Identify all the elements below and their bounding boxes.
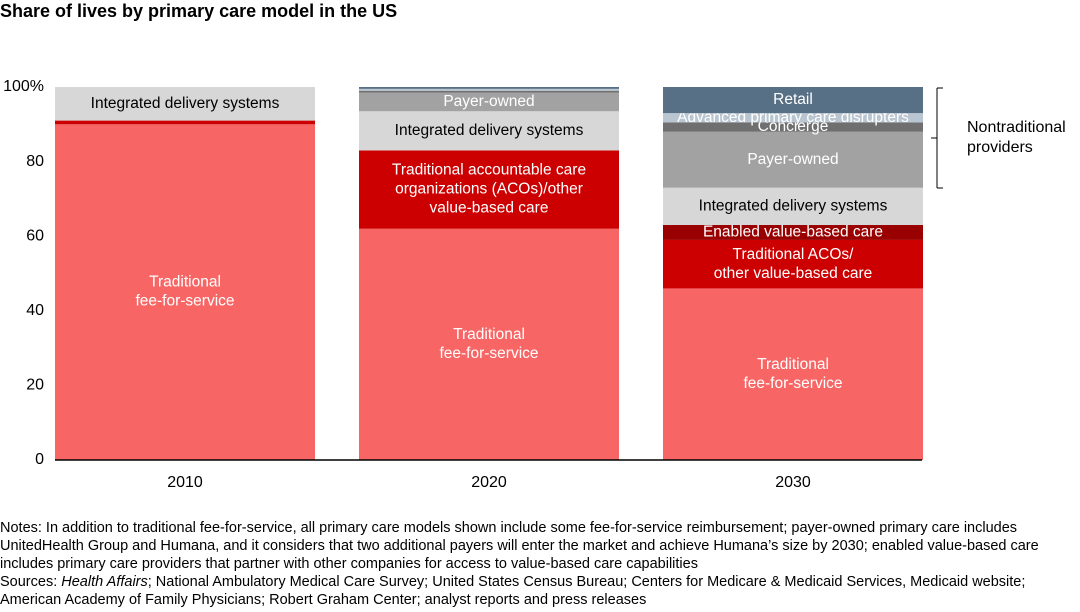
segment-label: Payer-owned [443, 93, 534, 110]
segment-label: Concierge [758, 118, 829, 135]
segment-label: value-based care [430, 200, 549, 217]
notes-text: Notes: In addition to traditional fee-fo… [0, 520, 1039, 572]
bar-segment [663, 131, 923, 188]
segment-label: fee-for-service [743, 375, 842, 392]
chart: Share of lives by primary care model in … [0, 1, 1066, 491]
segment-label: Traditional accountable care [392, 162, 586, 179]
x-tick-label: 2030 [775, 474, 811, 491]
y-tick-label: 60 [26, 227, 44, 244]
y-tick-label: 0 [35, 451, 44, 468]
sources-part: Sources: [0, 574, 62, 590]
segment-label: Advanced primary care disrupters [677, 109, 909, 126]
bar-segment [663, 225, 923, 240]
segment-label: Traditional [149, 274, 221, 291]
chart-title: Share of lives by primary care model in … [0, 1, 397, 21]
bar-segment [359, 87, 619, 89]
bar-segment [55, 87, 315, 121]
segment-label: Integrated delivery systems [91, 95, 280, 112]
bracket-label: Nontraditional [967, 119, 1066, 136]
y-tick-label: 100% [3, 78, 44, 95]
segment-label: Enabled value-based care [703, 224, 883, 241]
bar-segment [55, 120, 315, 125]
y-tick-label: 20 [26, 377, 44, 394]
segment-label: fee-for-service [439, 345, 538, 362]
bar-segment [359, 228, 619, 460]
segment-label: Traditional [453, 326, 525, 343]
y-tick-label: 40 [26, 302, 44, 319]
bar-segment [359, 88, 619, 91]
bar-segment [663, 288, 923, 460]
bar-segment [359, 111, 619, 151]
bar-segment [663, 87, 923, 114]
bar-segment [663, 187, 923, 226]
bar-segment [359, 90, 619, 93]
segment-label: Traditional ACOs/ [733, 246, 855, 263]
y-tick-label: 80 [26, 153, 44, 170]
x-tick-label: 2020 [471, 474, 507, 491]
bracket [931, 87, 943, 189]
segment-label: Payer-owned [747, 151, 838, 168]
bar-segment [663, 239, 923, 289]
segment-label: other value-based care [714, 265, 873, 282]
bar-segment [55, 124, 315, 461]
bar-segment [359, 92, 619, 112]
segment-label: Traditional [757, 356, 829, 373]
sources-part: ; National Ambulatory Medical Care Surve… [0, 574, 1026, 608]
sources-text: Sources: Health Affairs; National Ambula… [0, 573, 1080, 609]
segment-label: Integrated delivery systems [699, 197, 888, 214]
segment-label: fee-for-service [135, 293, 234, 310]
segment-label: Retail [773, 91, 813, 108]
notes: Notes: In addition to traditional fee-fo… [0, 519, 1080, 609]
x-tick-label: 2010 [167, 474, 203, 491]
segment-label: organizations (ACOs)/other [395, 181, 583, 198]
segment-label: Integrated delivery systems [395, 122, 584, 139]
sources-part: Health Affairs [61, 574, 148, 590]
bar-segment [359, 150, 619, 229]
bar-segment [663, 113, 923, 123]
bar-segment [663, 122, 923, 132]
bracket-label: providers [967, 139, 1033, 156]
